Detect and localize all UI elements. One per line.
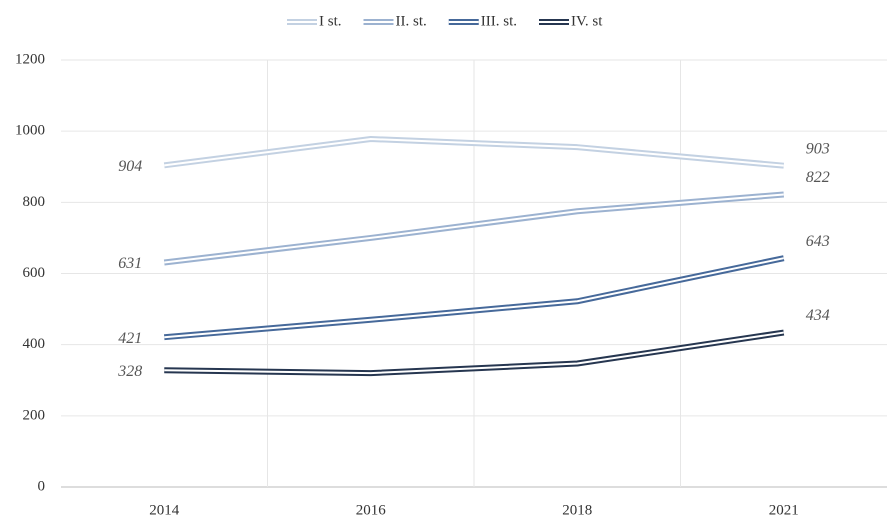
value-label: 631	[118, 255, 142, 272]
value-label: 822	[806, 169, 830, 186]
x-tick-label: 2021	[769, 502, 799, 518]
series-line-gap	[164, 193, 784, 264]
legend-label: II. st.	[396, 13, 427, 29]
value-label: 643	[806, 233, 830, 250]
y-tick-label: 1000	[15, 123, 45, 139]
x-tick-label: 2018	[562, 502, 592, 518]
y-tick-label: 1200	[15, 51, 45, 67]
legend-label: I st.	[319, 13, 342, 29]
value-label: 903	[806, 140, 830, 157]
y-tick-label: 800	[23, 194, 46, 210]
series-line-gap	[164, 331, 784, 375]
series-line-gap	[164, 257, 784, 339]
value-label: 328	[117, 363, 142, 380]
value-label: 904	[118, 158, 142, 175]
series-line-gap	[164, 137, 784, 167]
x-tick-label: 2014	[149, 502, 180, 518]
legend-label: III. st.	[481, 13, 517, 29]
x-tick-label: 2016	[356, 502, 387, 518]
value-label: 421	[118, 330, 142, 347]
value-label: 434	[806, 307, 830, 324]
y-tick-label: 600	[23, 265, 46, 281]
legend-label: IV. st	[571, 13, 603, 29]
y-tick-label: 0	[38, 478, 46, 494]
y-tick-label: 400	[23, 336, 46, 352]
y-tick-label: 200	[23, 407, 46, 423]
